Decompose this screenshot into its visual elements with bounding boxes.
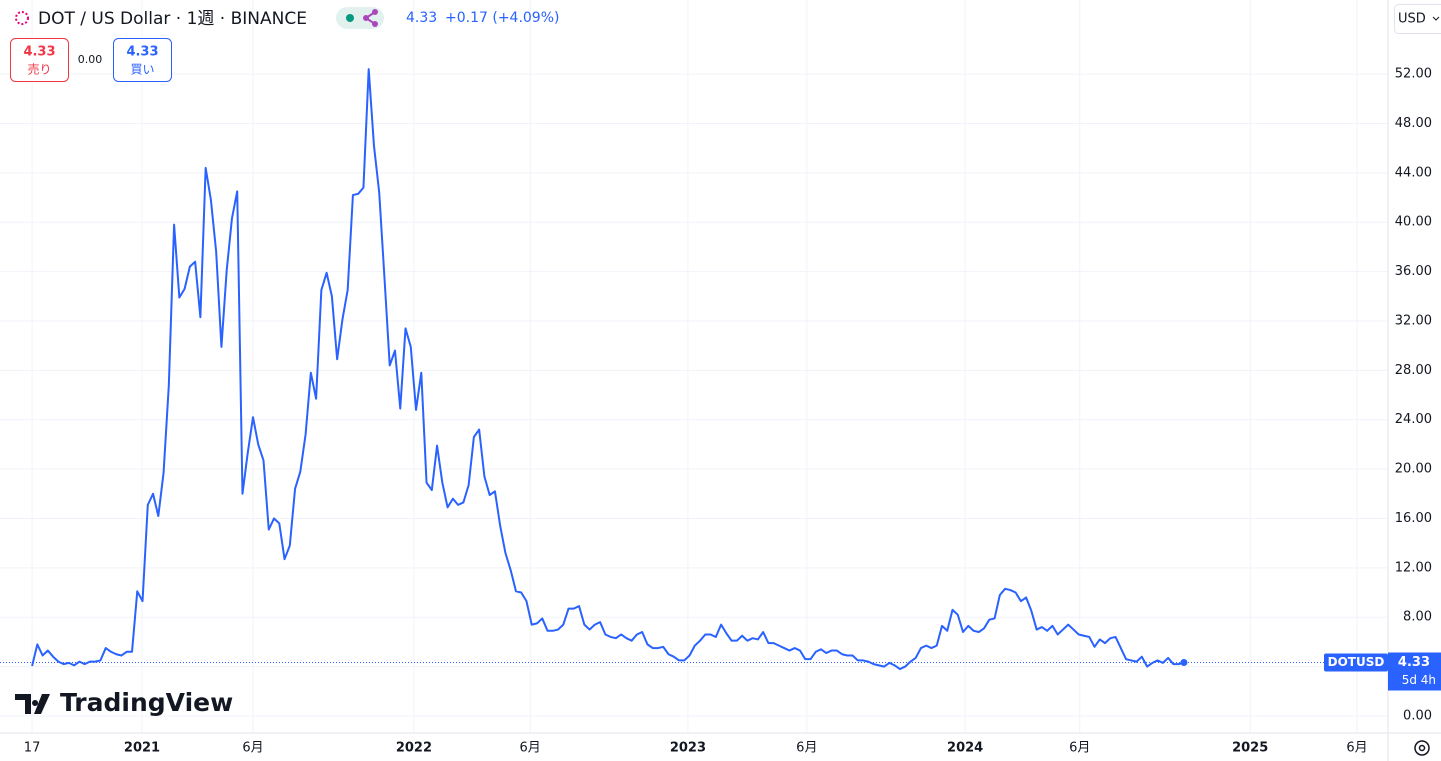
x-tick-label: 6月 <box>520 741 541 756</box>
header-change: +0.17 (+4.09%) <box>445 10 559 26</box>
y-tick-label: 8.00 <box>1403 610 1432 625</box>
settings-icon[interactable] <box>1414 740 1430 756</box>
y-tick-label: 28.00 <box>1395 363 1432 378</box>
buy-price: 4.33 <box>126 45 158 60</box>
price-line <box>31 68 1185 671</box>
x-tick-label: 2021 <box>124 741 160 756</box>
status-pill[interactable] <box>336 7 384 29</box>
currency-select[interactable] <box>1394 4 1441 34</box>
market-status <box>346 14 354 22</box>
symbol-tag <box>1324 653 1388 672</box>
last-point <box>1180 659 1188 667</box>
logo-text: TradingView <box>60 688 233 717</box>
y-tick-label: 36.00 <box>1395 264 1432 279</box>
x-tick-label: 2024 <box>947 741 983 756</box>
x-tick-label: 2025 <box>1232 741 1268 756</box>
y-tick-label: 12.00 <box>1395 560 1432 575</box>
x-tick-label: 6月 <box>242 741 263 756</box>
logo-mark <box>15 694 50 714</box>
plot <box>0 68 1388 671</box>
x-tick-label: 17 <box>24 741 41 756</box>
x-tick-label: 2023 <box>670 741 706 756</box>
sell-label: 売り <box>27 62 51 77</box>
buy-button[interactable] <box>113 38 172 82</box>
spread: 0.00 <box>78 53 103 66</box>
axes: 0.004.008.0012.0016.0020.0024.0028.0032.… <box>24 67 1441 756</box>
y-tick-label: 52.00 <box>1395 67 1432 82</box>
sell-price: 4.33 <box>23 45 55 60</box>
price-tag <box>1388 652 1441 691</box>
y-tick-label: 20.00 <box>1395 462 1432 477</box>
y-tick-label: 48.00 <box>1395 116 1432 131</box>
grid <box>0 0 1388 733</box>
y-tick-label: 16.00 <box>1395 511 1432 526</box>
x-tick-label: 6月 <box>796 741 817 756</box>
buy-label: 買い <box>130 63 154 77</box>
y-tick-label: 0.00 <box>1403 708 1432 723</box>
share-icon <box>363 9 378 27</box>
currency-label: USD <box>1398 12 1426 27</box>
countdown-label: 5d 4h <box>1402 673 1436 687</box>
y-tick-label: 24.00 <box>1395 412 1432 427</box>
y-tick-label: 44.00 <box>1395 165 1432 180</box>
y-tick-label: 40.00 <box>1395 215 1432 230</box>
x-tick-label: 6月 <box>1346 741 1367 756</box>
header-price: 4.33 <box>406 10 437 26</box>
sell-button[interactable] <box>10 38 69 82</box>
x-tick-label: 2022 <box>396 741 432 756</box>
x-tick-label: 6月 <box>1069 741 1090 756</box>
symbol-title: DOT / US Dollar · 1週 · BINANCE <box>38 9 307 29</box>
dropdown-arrow <box>1432 16 1440 21</box>
symbol-tag-label: DOTUSD <box>1328 655 1385 669</box>
price-tag-label: 4.33 <box>1398 655 1430 670</box>
y-tick-label: 32.00 <box>1395 313 1432 328</box>
symbol-icon <box>15 11 29 25</box>
